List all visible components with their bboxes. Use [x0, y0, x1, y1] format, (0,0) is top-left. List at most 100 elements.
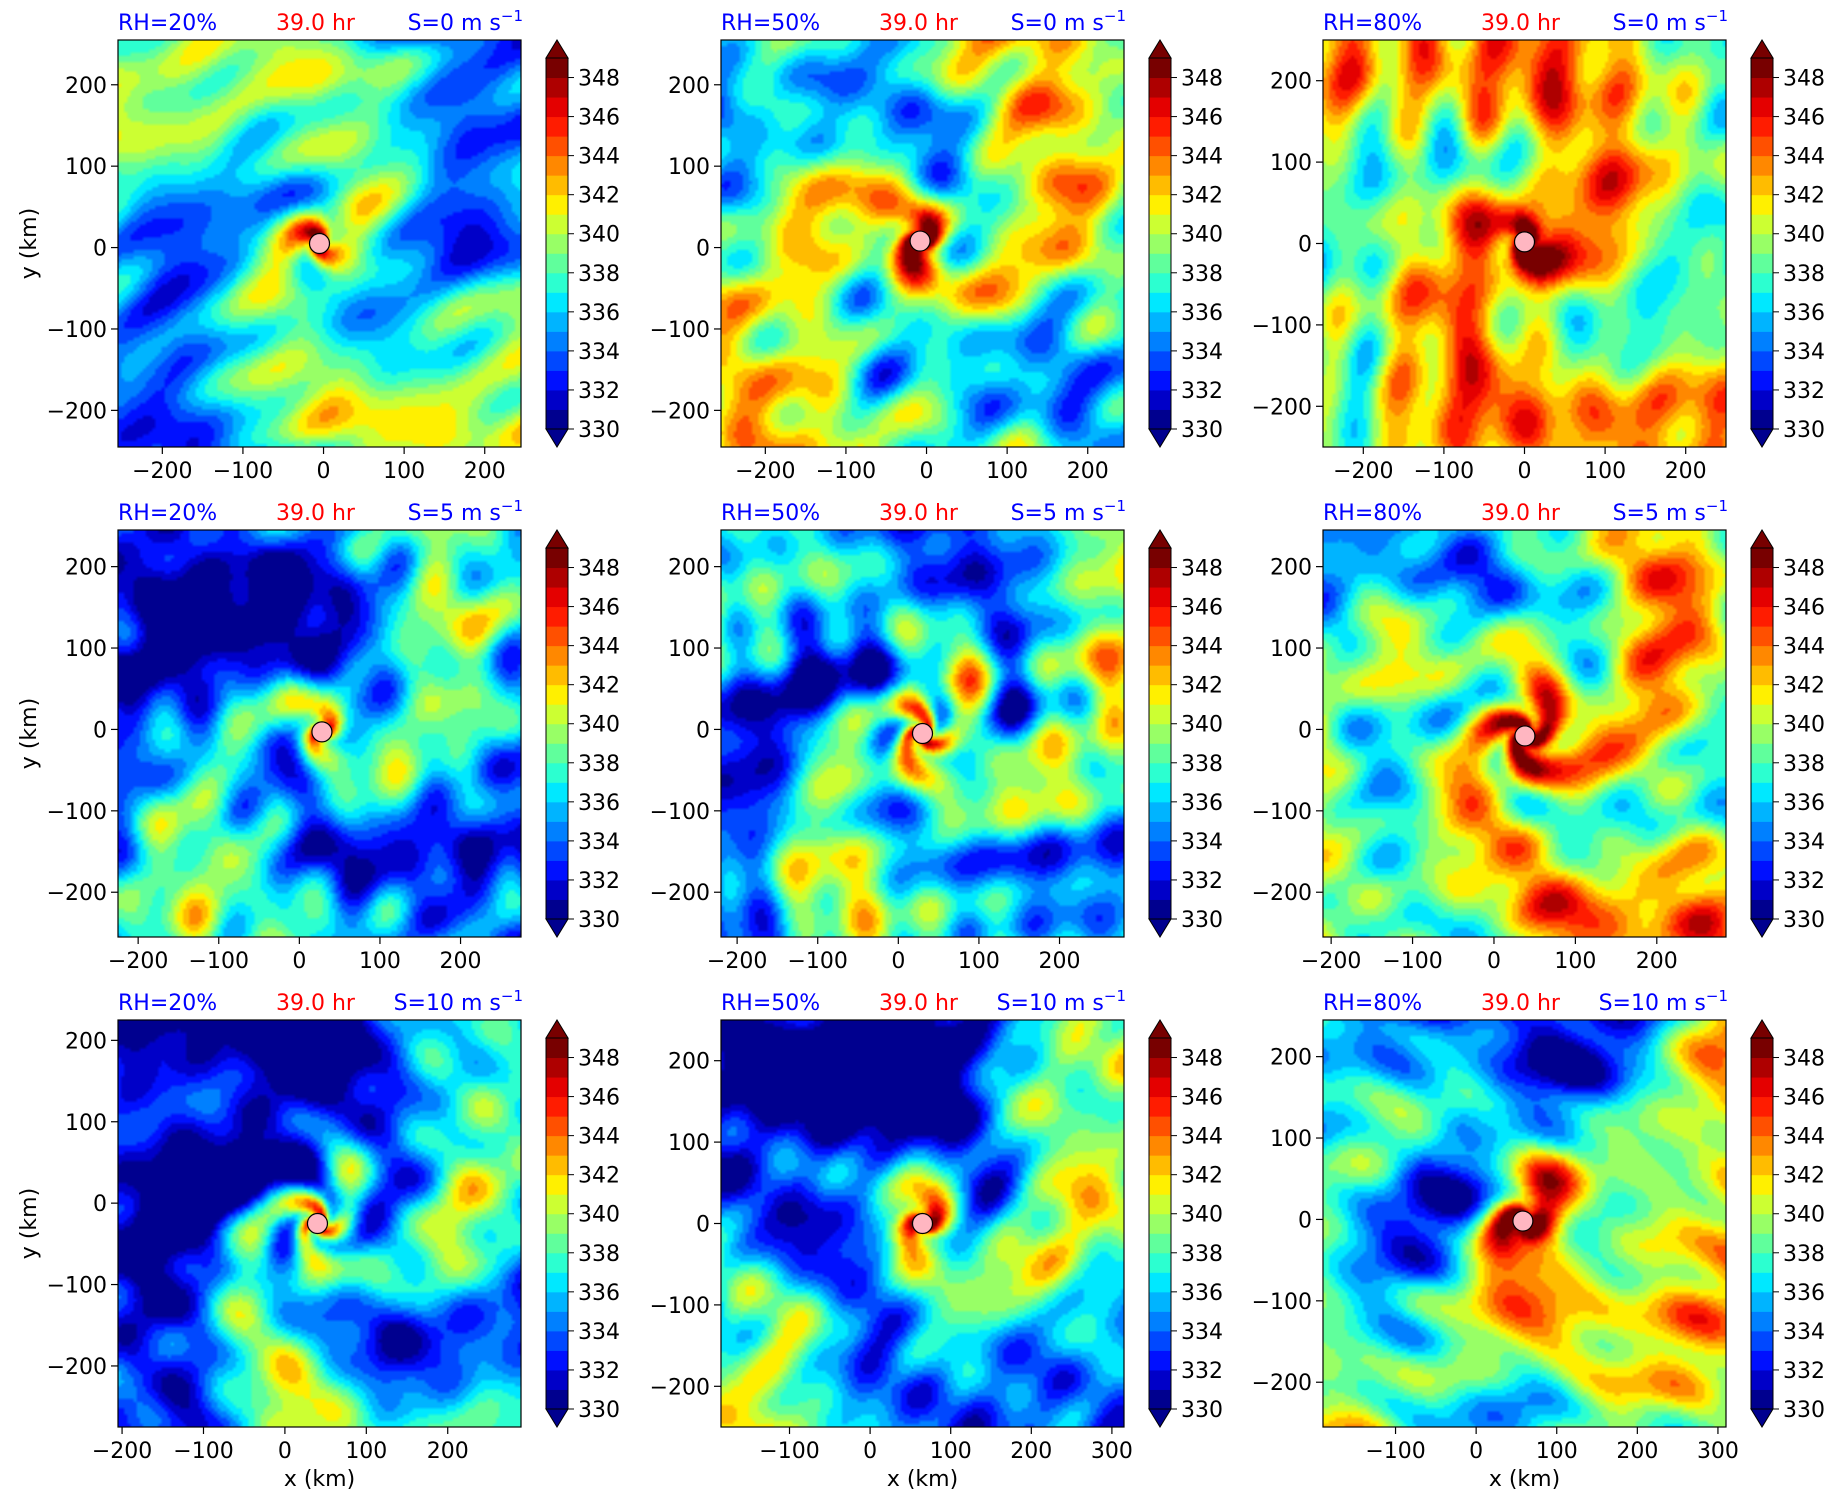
- x-tick-label: −100: [1414, 459, 1474, 484]
- colorbar-tick-label: 338: [578, 262, 620, 287]
- colorbar-tick-label: 336: [1181, 301, 1223, 326]
- x-axis-label: x (km): [1489, 1467, 1560, 1492]
- x-tick-label: 200: [1039, 949, 1081, 974]
- colorbar-tick-label: 348: [1783, 67, 1825, 92]
- colorbar-segment: [1751, 860, 1773, 881]
- x-tick-label: 200: [464, 459, 506, 484]
- y-tick-label: −200: [47, 399, 107, 424]
- colorbar-segment: [1149, 136, 1171, 157]
- colorbar-tick-label: 332: [1181, 869, 1223, 894]
- colorbar-segment: [1751, 116, 1773, 137]
- x-tick-label: 100: [359, 949, 401, 974]
- colorbar-segment: [546, 155, 568, 176]
- colorbar-extend-max: [545, 1019, 569, 1039]
- y-tick-label: −200: [47, 881, 107, 906]
- storm-center-marker: [911, 722, 934, 745]
- x-tick-label: 200: [1067, 459, 1109, 484]
- colorbar-segment: [1751, 175, 1773, 196]
- colorbar-tick-label: 340: [578, 223, 620, 248]
- colorbar-tick-label: 346: [1783, 106, 1825, 131]
- y-tick-label: 200: [65, 74, 107, 99]
- colorbar-tick-label: 336: [578, 301, 620, 326]
- y-tick-label: −200: [1252, 881, 1312, 906]
- colorbar-segment: [1751, 1272, 1773, 1293]
- y-tick-label: 100: [65, 1111, 107, 1136]
- colorbar-frame: [1148, 1037, 1172, 1410]
- colorbar-tick-label: 342: [578, 184, 620, 209]
- y-tick-label: 100: [1270, 637, 1312, 662]
- colorbar-frame: [1750, 1037, 1774, 1410]
- colorbar-segment: [1149, 762, 1171, 783]
- x-tick-label: −200: [707, 949, 767, 974]
- colorbar-segment: [1149, 77, 1171, 98]
- colorbar-segment: [1149, 626, 1171, 647]
- y-tick-label: −100: [1252, 314, 1312, 339]
- colorbar: 330 332 334 336 338 340 342 344 346 348: [1750, 1019, 1825, 1428]
- x-axis-label: x (km): [284, 1467, 355, 1492]
- colorbar-segment: [1149, 684, 1171, 705]
- colorbar-segment: [1149, 1135, 1171, 1156]
- colorbar-tick-label: 332: [1181, 379, 1223, 404]
- y-tick-label: 0: [1298, 1208, 1312, 1233]
- title-time: 39.0 hr: [1481, 991, 1561, 1016]
- x-tick-label: −200: [1301, 949, 1361, 974]
- colorbar-segment: [1751, 626, 1773, 647]
- colorbar-segment: [1149, 1291, 1171, 1312]
- colorbar-segment: [1751, 253, 1773, 274]
- storm-center-marker: [311, 721, 333, 743]
- colorbar-tick-label: 336: [1783, 1281, 1825, 1306]
- x-tick-label: −100: [1382, 949, 1442, 974]
- x-tick-label: −100: [1365, 1439, 1425, 1464]
- colorbar-segment: [1149, 548, 1171, 569]
- y-tick-label: 200: [1270, 556, 1312, 581]
- colorbar-segment: [1751, 1096, 1773, 1117]
- colorbar-segment: [1149, 175, 1171, 196]
- colorbar-segment: [1751, 587, 1773, 608]
- colorbar-segment: [546, 1057, 568, 1078]
- colorbar-tick-label: 330: [1783, 1398, 1825, 1423]
- x-tick-label: 300: [1091, 1439, 1133, 1464]
- colorbar-tick-label: 348: [1783, 1047, 1825, 1072]
- colorbar-tick-label: 344: [1181, 1125, 1223, 1150]
- colorbar-segment: [1149, 1194, 1171, 1215]
- colorbar-segment: [546, 1155, 568, 1176]
- axes-frame: [117, 39, 522, 448]
- colorbar: 330 332 334 336 338 340 342 344 346 348: [545, 39, 620, 448]
- colorbar-tick-label: 346: [578, 1086, 620, 1111]
- storm-center-marker: [1512, 1210, 1534, 1232]
- title-time: 39.0 hr: [1481, 11, 1561, 36]
- colorbar-extend-max: [1750, 529, 1774, 549]
- colorbar-segment: [1751, 1291, 1773, 1312]
- y-tick-label: −200: [1252, 395, 1312, 420]
- colorbar-tick-label: 342: [1181, 184, 1223, 209]
- colorbar-segment: [1149, 1096, 1171, 1117]
- colorbar-segment: [546, 1135, 568, 1156]
- colorbar-segment: [1751, 1194, 1773, 1215]
- y-tick-label: 200: [668, 1050, 710, 1075]
- colorbar: 330 332 334 336 338 340 342 344 346 348: [1148, 529, 1223, 938]
- colorbar-extend-max: [1148, 529, 1172, 549]
- title-rh: RH=50%: [721, 991, 820, 1016]
- y-tick-label: 200: [1270, 70, 1312, 95]
- x-axis-label: x (km): [887, 1467, 958, 1492]
- colorbar-tick-label: 332: [1783, 1359, 1825, 1384]
- colorbar-segment: [1751, 155, 1773, 176]
- colorbar-segment: [1149, 1213, 1171, 1234]
- colorbar-extend-max: [545, 529, 569, 549]
- x-tick-label: −200: [108, 949, 168, 974]
- colorbar-segment: [1751, 762, 1773, 783]
- colorbar-segment: [546, 645, 568, 666]
- colorbar-segment: [1751, 899, 1773, 920]
- colorbar-segment: [1149, 1330, 1171, 1351]
- title-shear: S=10 m s−1: [1599, 987, 1728, 1016]
- colorbar-segment: [1149, 155, 1171, 176]
- colorbar-segment: [1751, 272, 1773, 293]
- colorbar-segment: [1149, 1057, 1171, 1078]
- colorbar-segment: [1149, 1369, 1171, 1390]
- colorbar-tick-label: 348: [578, 67, 620, 92]
- axes-frame: [117, 1019, 522, 1428]
- colorbar-tick-label: 334: [1181, 1320, 1223, 1345]
- colorbar-segment: [1751, 1252, 1773, 1273]
- colorbar-segment: [1751, 1369, 1773, 1390]
- panel-1-3: −200 −100 0 100 200 −200 −100 0 100 200 RH=80% 39.0…: [1252, 7, 1825, 484]
